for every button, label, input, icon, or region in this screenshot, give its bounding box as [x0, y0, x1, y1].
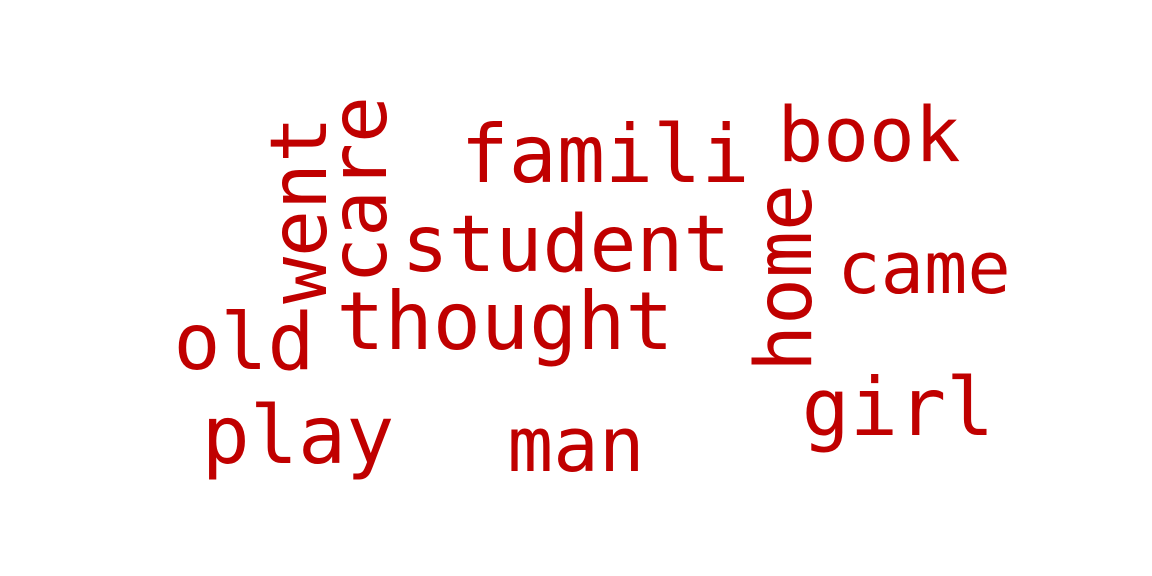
word-care: care — [315, 96, 405, 284]
word-came: came — [837, 226, 1011, 310]
word-thought: thought — [336, 275, 674, 368]
word-famili: famili — [460, 108, 750, 201]
word-girl: girl — [801, 361, 995, 454]
word-man: man — [507, 400, 645, 489]
word-home: home — [740, 184, 830, 372]
word-play: play — [201, 389, 395, 482]
word-book: book — [777, 90, 961, 179]
word-student: student — [401, 200, 731, 290]
word-old: old — [173, 298, 315, 388]
